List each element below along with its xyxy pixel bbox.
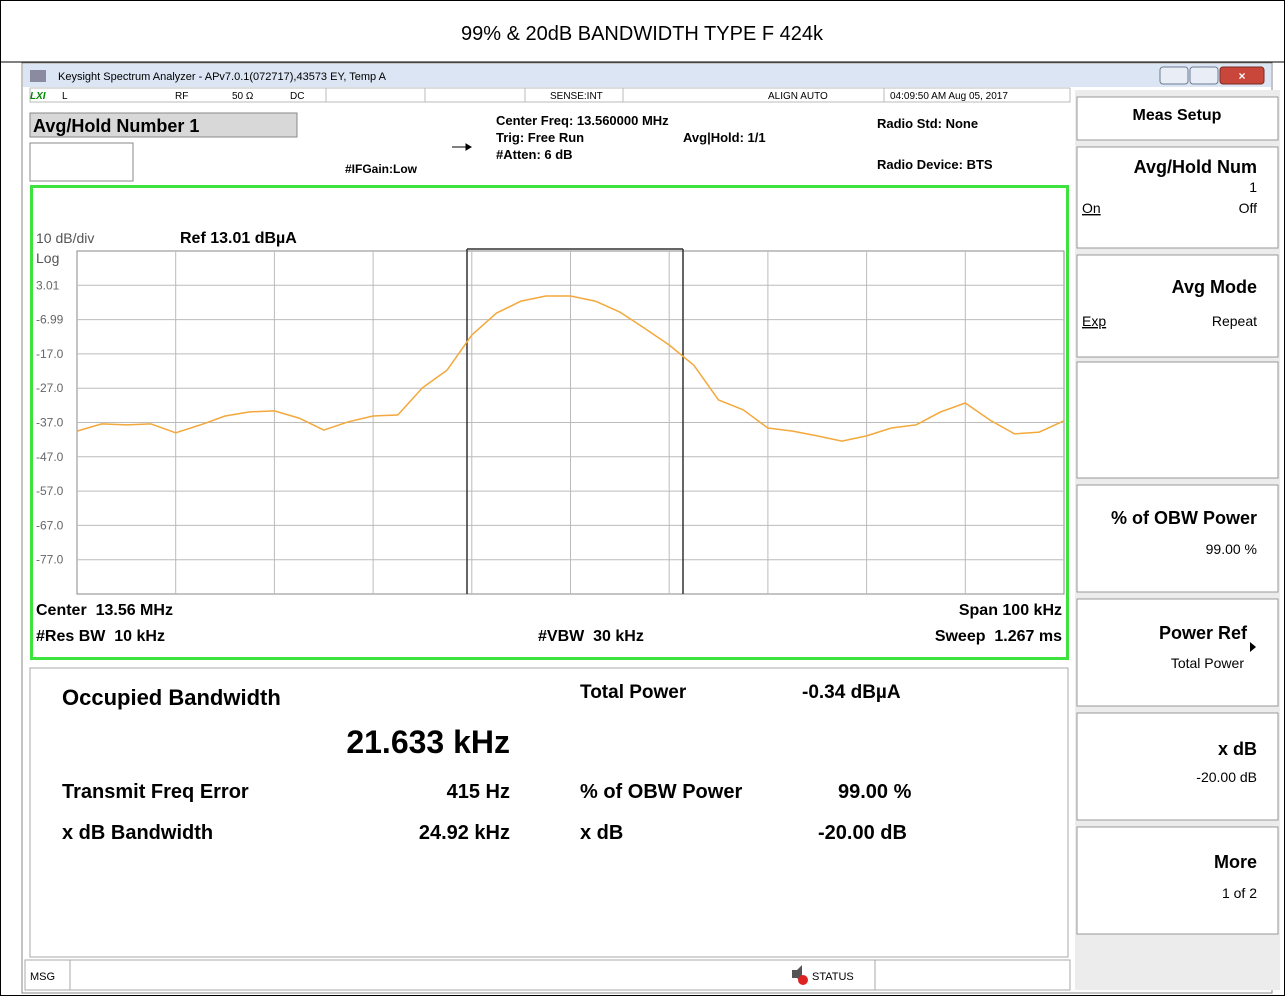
obw-label: Occupied Bandwidth xyxy=(62,685,281,710)
window-buttons[interactable]: × xyxy=(1159,66,1265,85)
graticule xyxy=(76,250,1065,595)
ref-level: Ref 13.01 dBµA xyxy=(180,230,297,247)
softkey-menu[interactable] xyxy=(1076,96,1279,141)
active-function-box xyxy=(29,112,298,138)
coupling: DC xyxy=(290,91,304,102)
vbw: #VBW 30 kHz xyxy=(538,628,644,645)
softkey-label: More xyxy=(1214,852,1257,872)
y-tick-label: -27.0 xyxy=(36,381,64,395)
trig: Trig: Free Run xyxy=(496,130,584,145)
status-box xyxy=(29,87,1071,103)
y-tick-label: -6.99 xyxy=(36,313,64,327)
trace xyxy=(76,295,1065,442)
softkey[interactable] xyxy=(1076,598,1279,707)
softkey[interactable] xyxy=(1076,484,1279,593)
xdb-bw-value: 24.92 kHz xyxy=(419,822,510,844)
obw-power-label: % of OBW Power xyxy=(580,781,742,803)
res-bw: #Res BW 10 kHz xyxy=(36,628,165,645)
y-tick-label: -47.0 xyxy=(36,450,64,464)
y-tick-label: 3.01 xyxy=(36,278,60,292)
datetime: 04:09:50 AM Aug 05, 2017 xyxy=(890,91,1008,102)
xdb-value: -20.00 dB xyxy=(818,822,907,844)
menu-title: Meas Setup xyxy=(1133,107,1222,124)
freq-error-label: Transmit Freq Error xyxy=(62,781,249,803)
scale: 10 dB/div xyxy=(36,230,94,246)
softkey-label: % of OBW Power xyxy=(1111,508,1257,528)
freq-error-value: 415 Hz xyxy=(447,781,510,803)
center: Center 13.56 MHz xyxy=(36,602,173,619)
bottom-bar xyxy=(24,959,1071,991)
status-row: LXI L RF 50 Ω DC SENSE:INT ALIGN AUTO 04… xyxy=(29,87,1071,103)
softkey-option: Off xyxy=(1239,200,1258,216)
title-bar xyxy=(23,64,1271,87)
mute-icon xyxy=(798,975,808,985)
status: STATUS xyxy=(812,971,854,983)
input: RF xyxy=(175,91,188,102)
log: Log xyxy=(36,250,59,266)
softkey[interactable] xyxy=(1076,146,1279,249)
results-panel xyxy=(29,667,1069,958)
span: Span 100 kHz xyxy=(959,602,1062,619)
softkey-option: Repeat xyxy=(1212,313,1257,329)
page-title: 99% & 20dB BANDWIDTH TYPE F 424k xyxy=(461,23,824,45)
align: ALIGN AUTO xyxy=(768,91,828,102)
maximize[interactable] xyxy=(1189,66,1219,85)
close-x: × xyxy=(1238,69,1245,83)
softkey-value: 99.00 % xyxy=(1206,541,1257,557)
xdb-label: x dB xyxy=(580,822,623,844)
softkey-option: Exp xyxy=(1082,313,1106,329)
softkey[interactable] xyxy=(1076,712,1279,821)
mode: L xyxy=(62,91,68,102)
softkey-label: Avg Mode xyxy=(1172,277,1257,297)
y-tick-label: -37.0 xyxy=(36,416,64,430)
obw-power-value: 99.00 % xyxy=(838,781,912,803)
results: Occupied Bandwidth 21.633 kHz Total Powe… xyxy=(62,682,912,844)
msg: MSG xyxy=(30,971,55,983)
softkey[interactable] xyxy=(1076,826,1279,935)
y-tick-label: -67.0 xyxy=(36,518,64,532)
atten: #Atten: 6 dB xyxy=(496,147,573,162)
ifgain: #IFGain:Low xyxy=(345,162,418,176)
softkey-value: Total Power xyxy=(1171,655,1244,671)
sense: SENSE:INT xyxy=(550,91,603,102)
radio-device: Radio Device: BTS xyxy=(877,157,993,172)
lxi: LXI xyxy=(30,91,46,102)
window-title: Keysight Spectrum Analyzer - APv7.0.1(07… xyxy=(58,71,387,83)
y-tick-label: -77.0 xyxy=(36,553,64,567)
softkey-label: Power Ref xyxy=(1159,623,1248,643)
total-power-value: -0.34 dBµA xyxy=(802,682,901,703)
entry-box[interactable] xyxy=(29,142,134,182)
softkey[interactable] xyxy=(1076,254,1279,358)
trig-arrow xyxy=(452,143,472,151)
softkey-label: x dB xyxy=(1218,739,1257,759)
softkey-label: Avg/Hold Num xyxy=(1134,157,1257,177)
sweep: Sweep 1.267 ms xyxy=(935,628,1062,645)
radio-std: Radio Std: None xyxy=(877,116,978,131)
y-tick-label: -57.0 xyxy=(36,484,64,498)
xdb-bw-label: x dB Bandwidth xyxy=(62,822,213,844)
softkey-value: -20.00 dB xyxy=(1196,769,1257,785)
total-power-label: Total Power xyxy=(580,682,687,703)
avg-hold: Avg|Hold: 1/1 xyxy=(683,130,766,145)
softkey-option: On xyxy=(1082,200,1101,216)
impedance: 50 Ω xyxy=(232,91,254,102)
softkey-value: 1 xyxy=(1249,179,1257,195)
softkey-value: 1 of 2 xyxy=(1222,885,1257,901)
center-freq: Center Freq: 13.560000 MHz xyxy=(496,113,669,128)
submenu-arrow xyxy=(1250,642,1256,652)
close[interactable] xyxy=(1219,66,1265,85)
active-function: Avg/Hold Number 1 xyxy=(33,116,199,136)
softkey-empty[interactable] xyxy=(1076,361,1279,479)
minimize[interactable] xyxy=(1159,66,1189,85)
obw-value: 21.633 kHz xyxy=(346,724,510,760)
app-icon xyxy=(30,70,46,82)
y-tick-label: -17.0 xyxy=(36,347,64,361)
